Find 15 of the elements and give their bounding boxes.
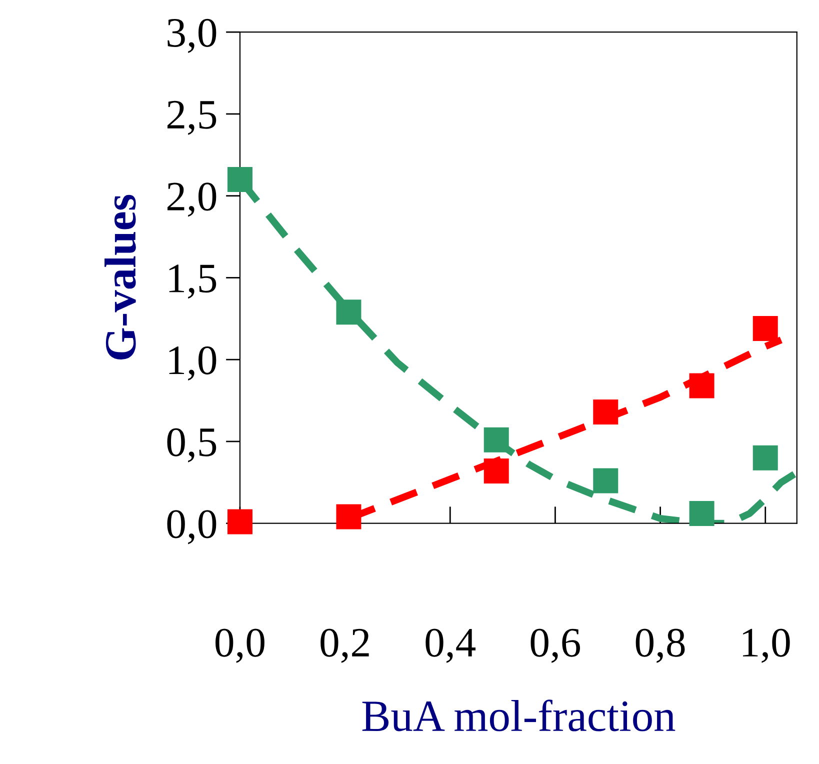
x-tick-label: 0,8 (636, 628, 685, 663)
y-tick-label: 0,5 (167, 428, 216, 462)
y-axis-title: G-values (104, 194, 136, 360)
y-tick-label: 2,0 (167, 182, 216, 217)
x-tick-label: 0,0 (216, 628, 264, 663)
y-tick-label: 1,5 (169, 264, 216, 299)
x-axis-title: BuA mol-fraction (362, 700, 676, 732)
x-tick-label: 1,0 (742, 628, 790, 663)
y-tick-label: 0,0 (167, 510, 216, 544)
x-tick-label: 0,2 (320, 628, 369, 663)
x-tick-label: 0,6 (530, 628, 580, 663)
y-tick-label: 3,0 (168, 18, 216, 53)
y-tick-label: 1,0 (169, 346, 216, 380)
x-tick-label: 0,4 (426, 628, 476, 663)
y-tick-label: 2,5 (167, 100, 216, 135)
